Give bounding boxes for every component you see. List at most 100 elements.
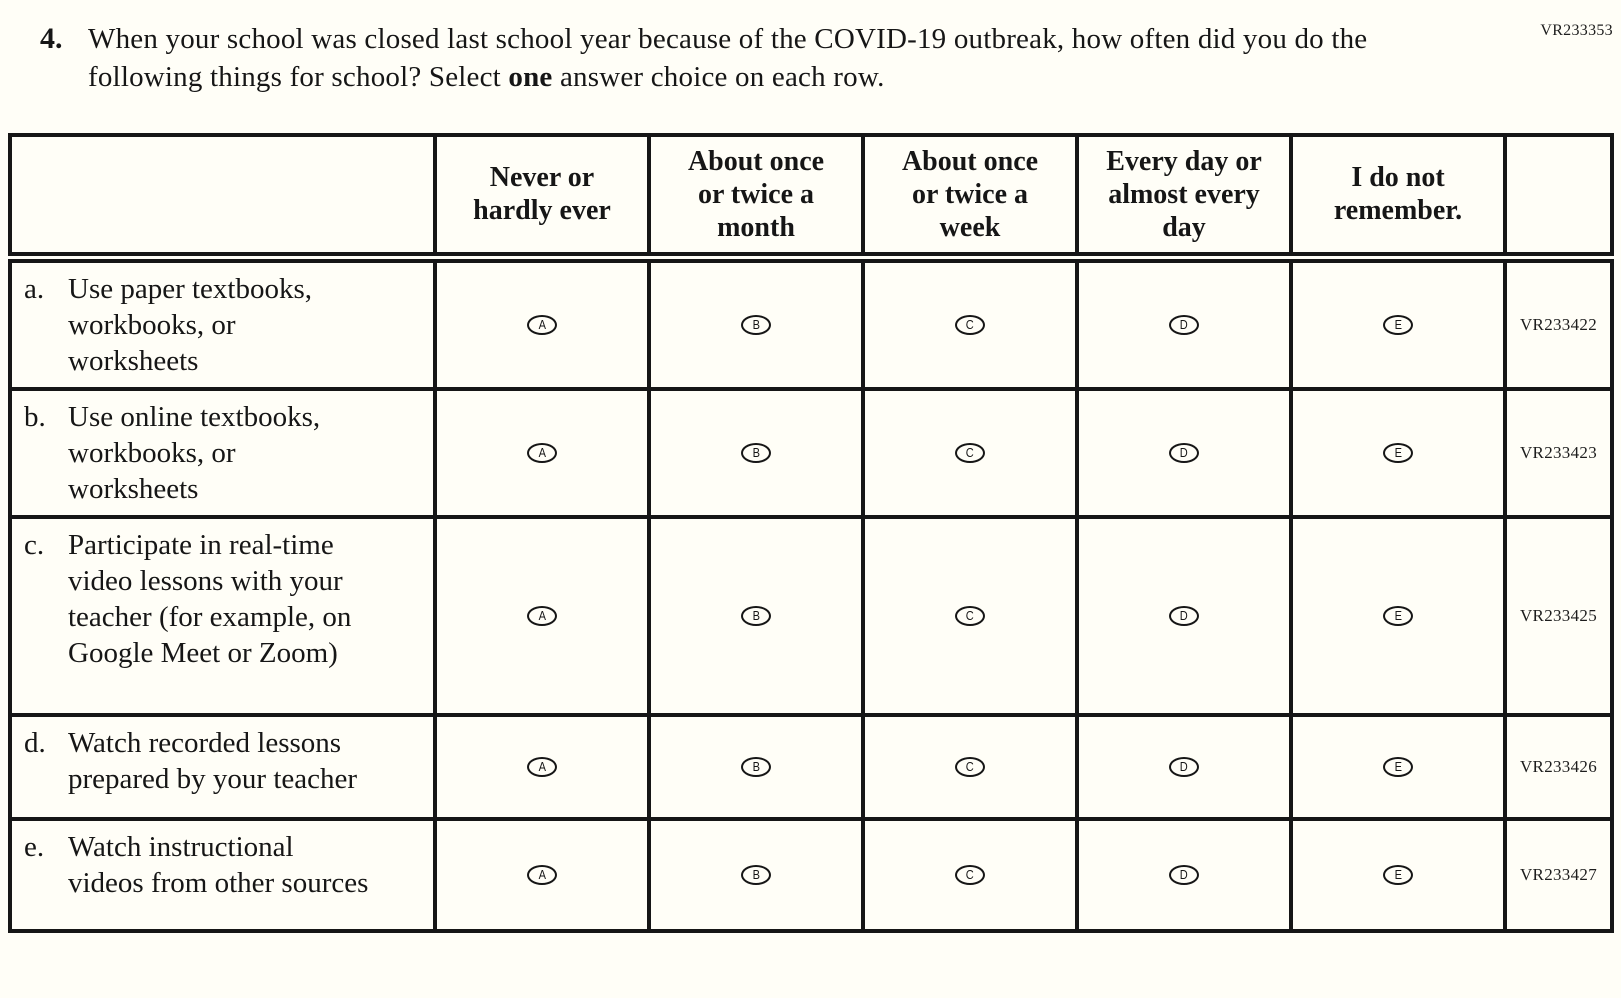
bubble-letter-a: A <box>538 867 546 882</box>
header-once-twice-month: About once or twice a month <box>647 133 865 263</box>
answer-bubble-c-b[interactable]: B <box>741 605 771 626</box>
row-label-cell: a. Use paper textbooks, workbooks, or wo… <box>8 255 437 391</box>
bubble-letter-d: D <box>1180 867 1188 882</box>
question-text-start: When your school was closed last school … <box>88 23 1368 93</box>
bubble-letter-d: D <box>1180 445 1188 460</box>
header-do-not-remember: I do not remember. <box>1289 133 1507 263</box>
answer-bubble-c-e[interactable]: E <box>1383 605 1413 626</box>
bubble-letter-a: A <box>538 608 546 623</box>
answer-bubble-a-e[interactable]: E <box>1383 314 1413 335</box>
row-label-cell: b. Use online textbooks, workbooks, or w… <box>8 386 437 519</box>
row-label: Participate in real-time video lessons w… <box>68 528 352 669</box>
table-row: d. Watch recorded lessons prepared by yo… <box>8 712 1614 821</box>
option-cell-b: B <box>647 255 865 391</box>
answer-bubble-c-d[interactable]: D <box>1169 605 1199 626</box>
answer-bubble-d-c[interactable]: C <box>955 756 985 777</box>
bubble-letter-c: C <box>966 317 974 332</box>
answer-bubble-c-c[interactable]: C <box>955 605 985 626</box>
option-cell-c: C <box>861 816 1079 933</box>
option-cell-d: D <box>1075 514 1293 717</box>
answer-bubble-e-e[interactable]: E <box>1383 864 1413 885</box>
bubble-letter-a: A <box>538 445 546 460</box>
answer-bubble-a-b[interactable]: B <box>741 314 771 335</box>
bubble-letter-a: A <box>538 759 546 774</box>
bubble-letter-d: D <box>1180 759 1188 774</box>
survey-table-header: Never or hardly ever About once or twice… <box>8 133 1614 263</box>
answer-bubble-d-d[interactable]: D <box>1169 756 1199 777</box>
bubble-letter-b: B <box>752 759 760 774</box>
row-code: VR233426 <box>1503 712 1614 821</box>
option-cell-b: B <box>647 514 865 717</box>
bubble-letter-c: C <box>966 759 974 774</box>
option-cell-e: E <box>1289 712 1507 821</box>
bubble-letter-e: E <box>1394 608 1402 623</box>
question-bold-word: one <box>508 61 553 93</box>
bubble-letter-a: A <box>538 317 546 332</box>
row-label-cell: d. Watch recorded lessons prepared by yo… <box>8 712 437 821</box>
row-label-cell: c. Participate in real-time video lesson… <box>8 514 437 717</box>
answer-bubble-e-b[interactable]: B <box>741 864 771 885</box>
row-label: Watch instructional videos from other so… <box>68 830 369 899</box>
row-code: VR233425 <box>1503 514 1614 717</box>
table-row: b. Use online textbooks, workbooks, or w… <box>8 386 1614 519</box>
table-row: c. Participate in real-time video lesson… <box>8 514 1614 717</box>
answer-bubble-a-a[interactable]: A <box>527 314 557 335</box>
question-text: When your school was closed last school … <box>88 20 1388 96</box>
bubble-letter-b: B <box>752 317 760 332</box>
option-cell-b: B <box>647 386 865 519</box>
answer-bubble-b-b[interactable]: B <box>741 442 771 463</box>
option-cell-a: A <box>433 255 651 391</box>
answer-bubble-e-c[interactable]: C <box>955 864 985 885</box>
answer-table-body: a. Use paper textbooks, workbooks, or wo… <box>8 255 1614 933</box>
bubble-letter-d: D <box>1180 608 1188 623</box>
answer-bubble-b-e[interactable]: E <box>1383 442 1413 463</box>
answer-bubble-d-b[interactable]: B <box>741 756 771 777</box>
table-row: a. Use paper textbooks, workbooks, or wo… <box>8 255 1614 391</box>
answer-bubble-e-d[interactable]: D <box>1169 864 1199 885</box>
row-letter: a. <box>24 272 45 305</box>
row-label: Use paper textbooks, workbooks, or works… <box>68 272 313 377</box>
option-cell-c: C <box>861 712 1079 821</box>
row-letter: d. <box>24 726 46 759</box>
bubble-letter-b: B <box>752 867 760 882</box>
row-letter: e. <box>24 830 45 863</box>
answer-bubble-e-a[interactable]: A <box>527 864 557 885</box>
row-label-cell: e. Watch instructional videos from other… <box>8 816 437 933</box>
row-label: Watch recorded lessons prepared by your … <box>68 726 358 795</box>
option-cell-d: D <box>1075 816 1293 933</box>
answer-bubble-b-a[interactable]: A <box>527 442 557 463</box>
bubble-letter-e: E <box>1394 759 1402 774</box>
answer-bubble-a-d[interactable]: D <box>1169 314 1199 335</box>
option-cell-a: A <box>433 514 651 717</box>
table-row: e. Watch instructional videos from other… <box>8 816 1614 933</box>
option-cell-e: E <box>1289 514 1507 717</box>
question-number: 4. <box>40 22 63 55</box>
option-cell-e: E <box>1289 816 1507 933</box>
option-cell-e: E <box>1289 255 1507 391</box>
answer-bubble-b-d[interactable]: D <box>1169 442 1199 463</box>
row-code: VR233422 <box>1503 255 1614 391</box>
bubble-letter-c: C <box>966 867 974 882</box>
answer-bubble-c-a[interactable]: A <box>527 605 557 626</box>
option-cell-d: D <box>1075 255 1293 391</box>
bubble-letter-d: D <box>1180 317 1188 332</box>
answer-bubble-b-c[interactable]: C <box>955 442 985 463</box>
option-cell-d: D <box>1075 386 1293 519</box>
option-cell-c: C <box>861 386 1079 519</box>
header-every-day: Every day or almost every day <box>1075 133 1293 263</box>
option-cell-e: E <box>1289 386 1507 519</box>
option-cell-a: A <box>433 386 651 519</box>
answer-bubble-d-a[interactable]: A <box>527 756 557 777</box>
bubble-letter-e: E <box>1394 867 1402 882</box>
header-once-twice-week: About once or twice a week <box>861 133 1079 263</box>
option-cell-a: A <box>433 816 651 933</box>
bubble-letter-b: B <box>752 445 760 460</box>
answer-bubble-a-c[interactable]: C <box>955 314 985 335</box>
answer-bubble-d-e[interactable]: E <box>1383 756 1413 777</box>
bubble-letter-c: C <box>966 445 974 460</box>
row-code: VR233423 <box>1503 386 1614 519</box>
row-label: Use online textbooks, workbooks, or work… <box>68 400 321 505</box>
option-cell-b: B <box>647 712 865 821</box>
option-cell-a: A <box>433 712 651 821</box>
option-cell-b: B <box>647 816 865 933</box>
